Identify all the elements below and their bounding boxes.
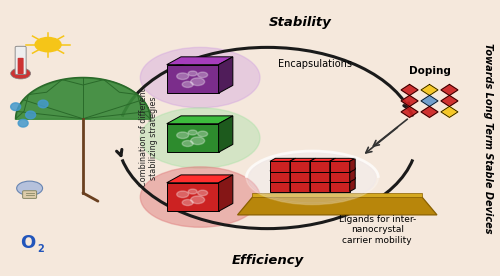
Circle shape [176,132,188,139]
Ellipse shape [249,152,376,203]
FancyBboxPatch shape [18,58,24,74]
Polygon shape [401,107,418,117]
Circle shape [35,38,61,52]
Polygon shape [26,111,36,119]
Circle shape [176,73,188,79]
Circle shape [176,191,188,198]
Polygon shape [290,161,310,172]
Circle shape [190,78,204,86]
Polygon shape [421,84,438,95]
Polygon shape [310,171,330,182]
Circle shape [190,196,204,204]
Ellipse shape [246,151,378,205]
Polygon shape [218,175,233,211]
Circle shape [198,190,207,196]
Polygon shape [330,177,336,192]
Polygon shape [290,181,310,192]
Polygon shape [330,158,336,172]
Polygon shape [290,177,296,192]
Polygon shape [166,183,218,211]
Polygon shape [401,95,418,107]
Polygon shape [330,171,349,182]
Polygon shape [350,177,355,192]
FancyBboxPatch shape [15,46,26,75]
Polygon shape [238,197,437,215]
Polygon shape [290,168,296,182]
Polygon shape [310,177,316,192]
Text: Towards Long Term Stable Devices: Towards Long Term Stable Devices [484,43,494,233]
Polygon shape [290,177,316,181]
Ellipse shape [140,108,260,168]
Polygon shape [401,84,418,95]
Polygon shape [270,171,290,182]
Circle shape [182,81,193,87]
Text: Efficiency: Efficiency [232,254,304,267]
Polygon shape [330,181,349,192]
FancyBboxPatch shape [22,191,36,198]
Polygon shape [270,158,295,161]
Circle shape [188,189,197,194]
Polygon shape [441,107,458,117]
Polygon shape [290,158,296,172]
Circle shape [188,71,197,76]
Polygon shape [218,57,233,93]
Text: Stability: Stability [268,16,332,29]
Polygon shape [252,193,422,197]
Polygon shape [421,95,438,107]
Polygon shape [166,116,233,124]
Polygon shape [310,168,336,171]
Polygon shape [310,158,336,161]
Polygon shape [166,65,218,93]
Polygon shape [350,158,355,172]
Circle shape [198,131,207,137]
Circle shape [16,181,42,195]
Circle shape [182,140,193,147]
Text: Combination of different
stabilizing strategies: Combination of different stabilizing str… [139,89,158,187]
Polygon shape [10,103,20,110]
Polygon shape [270,168,295,171]
Polygon shape [330,158,355,161]
Polygon shape [310,177,336,181]
Circle shape [198,72,207,78]
Polygon shape [330,177,355,181]
Polygon shape [421,107,438,117]
Polygon shape [441,84,458,95]
Polygon shape [330,168,355,171]
Polygon shape [166,57,233,65]
Polygon shape [310,168,316,182]
Polygon shape [18,119,28,127]
Polygon shape [166,124,218,152]
Polygon shape [330,168,336,182]
Text: Encapsulations: Encapsulations [278,59,352,69]
Polygon shape [38,100,48,108]
Polygon shape [290,168,316,171]
Circle shape [190,137,204,145]
Circle shape [182,200,193,206]
Ellipse shape [140,47,260,108]
Polygon shape [166,175,233,183]
Text: Ligands for inter-
nanocrystal
carrier mobility: Ligands for inter- nanocrystal carrier m… [338,215,416,245]
Polygon shape [310,158,316,172]
Circle shape [10,68,30,79]
Text: O: O [20,234,35,252]
Polygon shape [330,161,349,172]
Ellipse shape [140,167,260,227]
Polygon shape [290,158,316,161]
Polygon shape [441,95,458,107]
Polygon shape [310,181,330,192]
Polygon shape [310,161,330,172]
Polygon shape [350,168,355,182]
Text: 2: 2 [37,244,44,254]
Polygon shape [270,161,290,172]
Text: Doping: Doping [408,66,451,76]
Circle shape [188,130,197,135]
Polygon shape [218,116,233,152]
Polygon shape [270,181,290,192]
Polygon shape [290,171,310,182]
Polygon shape [270,177,295,181]
